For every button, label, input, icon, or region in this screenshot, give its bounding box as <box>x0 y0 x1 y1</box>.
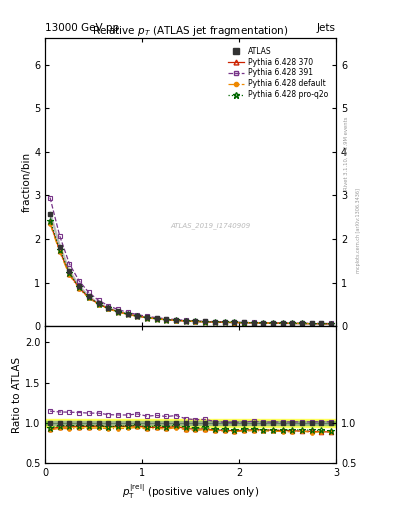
X-axis label: $p_{\rm T}^{\rm |rel|}$ (positive values only): $p_{\rm T}^{\rm |rel|}$ (positive values… <box>122 482 259 501</box>
Text: Rivet 3.1.10, ≥ 2.9M events: Rivet 3.1.10, ≥ 2.9M events <box>344 117 349 190</box>
Text: mcplots.cern.ch [arXiv:1306.3436]: mcplots.cern.ch [arXiv:1306.3436] <box>356 188 361 273</box>
Title: Relative $p_T$ (ATLAS jet fragmentation): Relative $p_T$ (ATLAS jet fragmentation) <box>92 24 289 38</box>
Y-axis label: Ratio to ATLAS: Ratio to ATLAS <box>12 357 22 433</box>
Bar <box>45 419 336 427</box>
Bar <box>45 421 336 425</box>
Y-axis label: fraction/bin: fraction/bin <box>21 152 31 212</box>
Text: 13000 GeV pp: 13000 GeV pp <box>45 23 119 33</box>
Legend: ATLAS, Pythia 6.428 370, Pythia 6.428 391, Pythia 6.428 default, Pythia 6.428 pr: ATLAS, Pythia 6.428 370, Pythia 6.428 39… <box>226 45 329 101</box>
Text: Jets: Jets <box>317 23 336 33</box>
Text: ATLAS_2019_I1740909: ATLAS_2019_I1740909 <box>171 222 251 229</box>
